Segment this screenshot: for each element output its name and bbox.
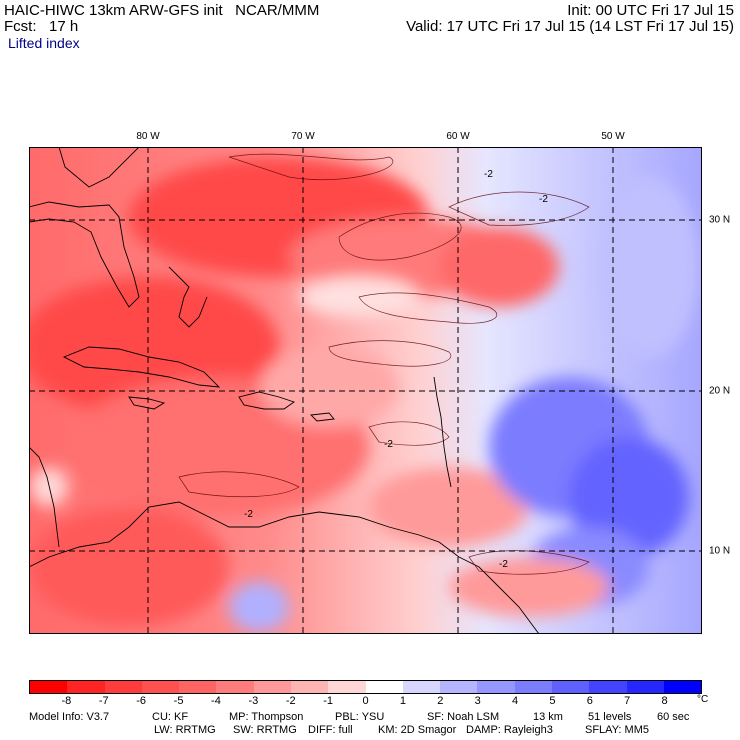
colorbar-tick-label: -8 bbox=[61, 695, 72, 707]
colorbar-tick-label: -3 bbox=[248, 695, 259, 707]
lifted-index-map: -2 -2 -2 -2 -2 bbox=[29, 147, 702, 634]
model-info-item: DAMP: Rayleigh3 bbox=[466, 724, 553, 736]
model-info-item: LW: RRTMG bbox=[154, 724, 216, 736]
colorbar-unit: °C bbox=[697, 694, 709, 705]
init-time: Init: 00 UTC Fri 17 Jul 15 bbox=[567, 2, 734, 19]
colorbar-tick-label: 4 bbox=[511, 695, 519, 707]
field-name: Lifted index bbox=[8, 35, 80, 51]
contour-label: -2 bbox=[484, 169, 493, 180]
colorbar-segment bbox=[589, 681, 627, 693]
model-info-item: PBL: YSU bbox=[335, 711, 385, 723]
colorbar-segment bbox=[67, 681, 105, 693]
lat-label-10n: 10 N bbox=[709, 545, 731, 557]
colorbar-tick-label: 2 bbox=[437, 695, 444, 707]
model-info-item: KM: 2D Smagor bbox=[378, 724, 457, 736]
contour-label: -2 bbox=[539, 194, 548, 205]
graticule bbox=[29, 147, 702, 634]
colorbar-segment bbox=[365, 681, 403, 693]
colorbar-tick-label: 7 bbox=[624, 695, 631, 707]
colorbar-tick-label: -2 bbox=[285, 695, 296, 707]
model-info-item: 51 levels bbox=[588, 711, 632, 723]
colorbar-tick-label: 1 bbox=[399, 695, 406, 707]
lon-label-80w: 80 W bbox=[136, 131, 160, 142]
coastlines bbox=[29, 147, 540, 634]
colorbar-segment bbox=[514, 681, 552, 693]
colorbar-tick-label: -5 bbox=[173, 695, 184, 707]
lon-label-70w: 70 W bbox=[291, 131, 315, 142]
colorbar-segment bbox=[477, 681, 515, 693]
contour-label: -2 bbox=[244, 509, 253, 520]
colorbar-tick-label: 3 bbox=[474, 695, 481, 707]
colorbar-tick-label: 5 bbox=[549, 695, 556, 707]
colorbar-segment bbox=[440, 681, 478, 693]
colorbar-segment bbox=[104, 681, 142, 693]
model-info-item: 13 km bbox=[533, 711, 563, 723]
model-info-item: Model Info: V3.7 bbox=[29, 711, 110, 723]
colorbar bbox=[29, 680, 702, 694]
contour-labels: -2 -2 -2 -2 -2 bbox=[244, 169, 548, 570]
colorbar-segment bbox=[216, 681, 254, 693]
lon-label-50w: 50 W bbox=[601, 131, 625, 142]
contour-label: -2 bbox=[384, 439, 393, 450]
model-info-item: SF: Noah LSM bbox=[427, 711, 500, 723]
colorbar-segment bbox=[663, 681, 702, 693]
colorbar-segment bbox=[179, 681, 217, 693]
colorbar-segment bbox=[290, 681, 329, 693]
model-info-item: SFLAY: MM5 bbox=[585, 724, 649, 736]
lat-label-20n: 20 N bbox=[709, 385, 731, 397]
forecast-hours: Fcst: 17 h bbox=[4, 18, 79, 35]
model-info-item: 60 sec bbox=[657, 711, 690, 723]
institution-label: NCAR/MMM bbox=[235, 2, 320, 19]
model-title: HAIC-HIWC 13km ARW-GFS init NCAR/MMM bbox=[4, 2, 320, 19]
colorbar-tick-label: -6 bbox=[136, 695, 147, 707]
colorbar-segment bbox=[626, 681, 664, 693]
colorbar-tick-label: 6 bbox=[586, 695, 593, 707]
colorbar-tick-label: 0 bbox=[362, 695, 369, 707]
model-info-item: SW: RRTMG bbox=[233, 724, 297, 736]
colorbar-segment bbox=[253, 681, 291, 693]
colorbar-tick-label: -7 bbox=[98, 695, 109, 707]
colorbar-tick-label: 8 bbox=[661, 695, 668, 707]
colorbar-tick-label: -1 bbox=[323, 695, 333, 707]
model-info-item: DIFF: full bbox=[308, 724, 353, 736]
model-info-item: CU: KF bbox=[152, 711, 189, 723]
contour-label: -2 bbox=[499, 559, 508, 570]
colorbar-segment bbox=[141, 681, 180, 693]
valid-time: Valid: 17 UTC Fri 17 Jul 15 (14 LST Fri … bbox=[406, 18, 734, 35]
field-blobs bbox=[29, 157, 699, 632]
model-info-item: MP: Thompson bbox=[229, 711, 304, 723]
colorbar-segment bbox=[30, 681, 68, 693]
lon-label-60w: 60 W bbox=[446, 131, 470, 142]
colorbar-segment bbox=[402, 681, 441, 693]
colorbar-tick-label: -4 bbox=[211, 695, 221, 707]
colorbar-segment bbox=[551, 681, 590, 693]
lat-label-30n: 30 N bbox=[709, 214, 731, 226]
colorbar-segment bbox=[328, 681, 366, 693]
